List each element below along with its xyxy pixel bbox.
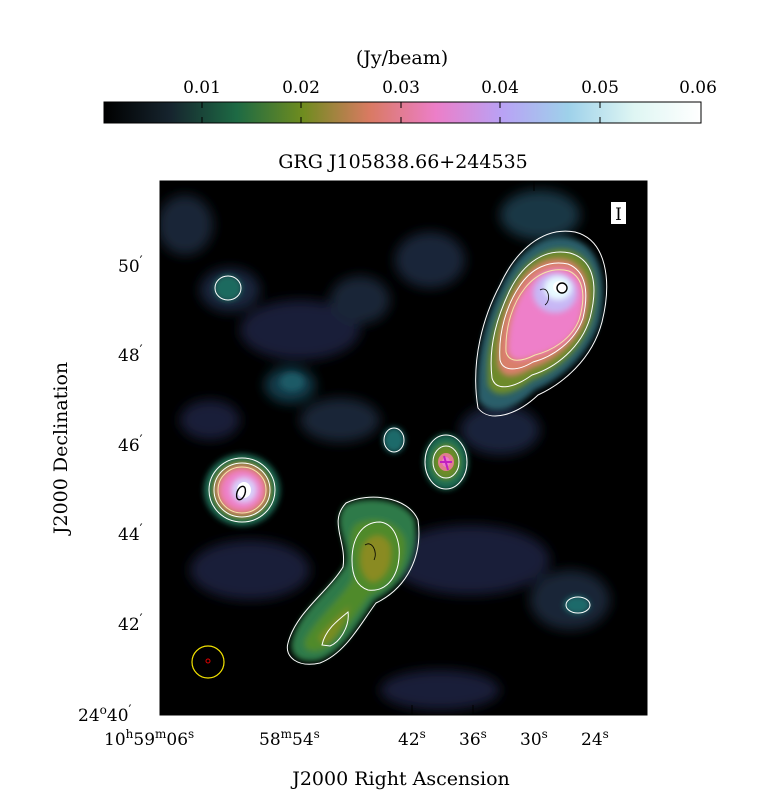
x-tick-label: 30s bbox=[520, 727, 548, 750]
plot-frame bbox=[159, 180, 648, 716]
northern-lobe bbox=[477, 237, 603, 411]
y-tick-label: 44′ bbox=[118, 522, 143, 545]
y-tick-labels: 50′ 48′ 46′ 44′ 42′ 24o40′ bbox=[78, 254, 143, 726]
contour-line bbox=[208, 457, 276, 523]
y-axis-ticks bbox=[160, 265, 647, 714]
x-axis-title: J2000 Right Ascension bbox=[290, 768, 510, 790]
stokes-label-box bbox=[611, 202, 626, 224]
x-tick-label: 10h59m06s bbox=[104, 727, 194, 750]
x-tick-label: 58m54s bbox=[259, 727, 320, 750]
x-tick-labels: 10h59m06s 58m54s 42s 36s 30s 24s bbox=[104, 727, 609, 750]
contour-line bbox=[432, 445, 460, 479]
x-tick-label: 24s bbox=[581, 727, 609, 750]
colorbar-tick-label: 0.04 bbox=[481, 78, 519, 98]
colorbar-tick-label: 0.02 bbox=[282, 78, 320, 98]
colorbar-ticks bbox=[201, 102, 601, 123]
y-tick-label: 24o40′ bbox=[78, 703, 132, 726]
colorbar-tick-label: 0.05 bbox=[581, 78, 619, 98]
contour-line bbox=[351, 521, 400, 591]
optical-overlay bbox=[235, 282, 568, 561]
contour-line bbox=[490, 251, 595, 388]
contours bbox=[208, 230, 608, 665]
contour-line bbox=[424, 434, 468, 490]
radio-image: I bbox=[160, 181, 647, 715]
plot-title: GRG J105838.66+244535 bbox=[278, 151, 528, 173]
contour-line bbox=[383, 427, 405, 453]
x-tick-label: 36s bbox=[459, 727, 487, 750]
contour-line bbox=[217, 466, 267, 514]
x-axis-ticks bbox=[171, 181, 596, 715]
colorbar-tick-label: 0.01 bbox=[183, 78, 221, 98]
colorbar-tick-label: 0.03 bbox=[382, 78, 420, 98]
colorbar-tick-labels: 0.01 0.02 0.03 0.04 0.05 0.06 bbox=[183, 78, 717, 98]
x-tick-label: 42s bbox=[398, 727, 426, 750]
contour-line bbox=[214, 275, 242, 301]
colorbar bbox=[103, 101, 702, 124]
beam-ellipse bbox=[191, 645, 225, 679]
contour-line bbox=[321, 611, 349, 647]
colorbar-unit-label: (Jy/beam) bbox=[356, 47, 448, 69]
y-tick-label: 42′ bbox=[118, 612, 143, 635]
stokes-label: I bbox=[615, 205, 622, 225]
colorbar-tick-label: 0.06 bbox=[679, 78, 717, 98]
beam-center-marker bbox=[205, 658, 211, 664]
y-tick-label: 50′ bbox=[118, 254, 143, 277]
compact-emission bbox=[214, 275, 590, 614]
contour-line bbox=[286, 496, 420, 665]
contour-line bbox=[565, 596, 591, 614]
contour-line bbox=[213, 462, 271, 518]
western-source bbox=[204, 454, 280, 526]
diffuse-emission bbox=[160, 190, 610, 710]
contour-line bbox=[505, 269, 584, 361]
y-axis-title: J2000 Declination bbox=[50, 362, 72, 536]
y-tick-label: 46′ bbox=[118, 433, 143, 456]
y-tick-label: 48′ bbox=[118, 343, 143, 366]
contour-line bbox=[499, 262, 587, 370]
contour-line bbox=[475, 230, 608, 417]
